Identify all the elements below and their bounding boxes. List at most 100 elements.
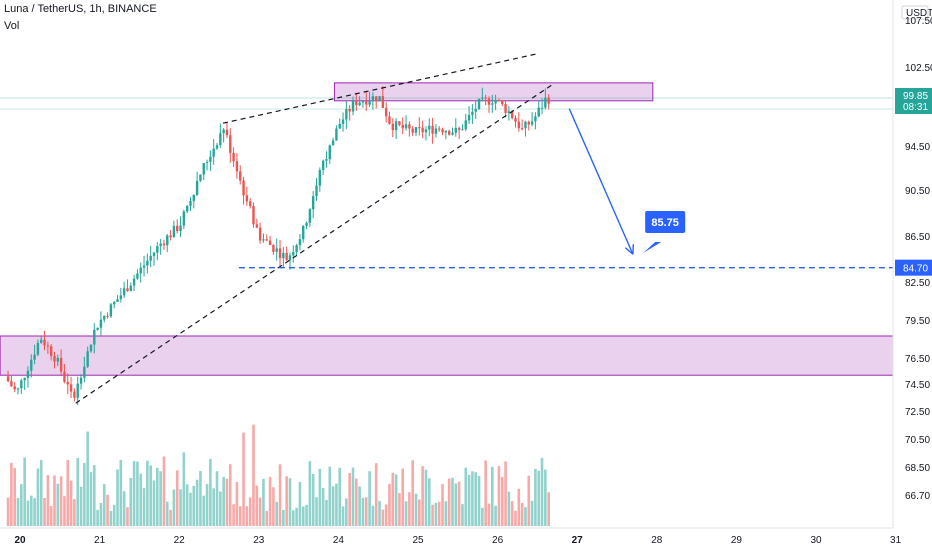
volume-bar [122, 491, 126, 526]
candle-body [129, 285, 132, 291]
candle-body [33, 354, 36, 360]
candle-body [149, 255, 152, 261]
volume-bar [189, 492, 192, 526]
volume-bar [374, 463, 378, 526]
volume-bar [457, 481, 461, 526]
volume-bar [202, 495, 206, 526]
candle-body [20, 380, 23, 389]
volume-bar [109, 510, 113, 526]
currency-box [901, 5, 929, 20]
candle-body [73, 391, 76, 398]
candle-body [156, 246, 159, 253]
candle-body [474, 109, 477, 112]
volume-bar [507, 491, 511, 526]
volume-bar [401, 468, 405, 526]
candle-body [59, 357, 63, 372]
volume-bar [56, 483, 60, 526]
volume-bar [83, 463, 86, 526]
candle-body [447, 131, 451, 135]
volume-bar [262, 478, 265, 526]
volume-bar [474, 472, 478, 526]
candle-body [341, 119, 345, 124]
volume-bar [106, 494, 109, 526]
volume-bar [182, 452, 186, 526]
volume-bar [345, 498, 348, 526]
candle-body [30, 359, 33, 371]
volume-bar [89, 472, 93, 526]
candle-body [331, 140, 335, 146]
volume-bar [394, 474, 398, 526]
volume-bar [494, 505, 497, 526]
volume-bar [315, 497, 318, 526]
candle-body [258, 227, 262, 241]
price-tick: 76.50 [905, 354, 930, 365]
candle-body [494, 100, 497, 104]
candle-body [23, 377, 26, 381]
volume-bar [311, 474, 315, 526]
volume-bar [212, 488, 215, 526]
candle-body [49, 346, 53, 356]
volume-bar [232, 504, 235, 526]
candle-body [338, 123, 341, 129]
candle-body [93, 329, 96, 345]
candle-body [401, 124, 404, 129]
volume-bar [116, 469, 119, 526]
volume-bar [331, 486, 335, 526]
time-tick: 31 [890, 535, 902, 546]
countdown-text: 08:31 [903, 102, 928, 113]
volume-bar [497, 466, 501, 526]
volume-bar [23, 457, 26, 526]
volume-bar [441, 484, 444, 526]
candle-body [292, 252, 295, 256]
candle-body [361, 101, 365, 103]
time-tick: 28 [651, 535, 663, 546]
candle-body [235, 161, 239, 172]
candle-body [507, 111, 511, 113]
candle-body [119, 295, 123, 300]
candle-body [520, 128, 524, 130]
time-axis-background [0, 528, 932, 550]
volume-bar [53, 475, 56, 526]
candle-body [491, 103, 494, 105]
current-price-badge [895, 88, 932, 114]
candle-body [53, 355, 56, 362]
candle-body [311, 196, 315, 210]
candle-body [122, 288, 126, 296]
volume-bar [185, 484, 189, 526]
candle-body [225, 129, 229, 136]
candle-body [182, 211, 186, 226]
volume-bar [26, 500, 30, 526]
candle-body [444, 131, 448, 133]
candle-body [189, 200, 192, 206]
candle-body [441, 129, 444, 133]
candle-body [66, 381, 69, 385]
candle-body [537, 107, 540, 117]
volume-bar [418, 499, 421, 526]
candle-body [219, 133, 222, 146]
candle-body [418, 127, 421, 129]
candle-body [384, 107, 388, 117]
candle-body [524, 121, 527, 129]
candle-body [192, 194, 195, 201]
volume-bar [517, 488, 521, 526]
volume-bar [471, 471, 474, 526]
candle-body [229, 135, 232, 153]
price-tick: 74.50 [905, 380, 930, 391]
candle-body [481, 97, 484, 99]
volume-bar [199, 470, 202, 526]
volume-bars [6, 424, 550, 526]
plot-area: 85.75 [0, 53, 905, 526]
volume-bar [544, 469, 547, 526]
volume-bar [484, 460, 487, 526]
volume-bar [99, 502, 103, 526]
volume-bar [295, 507, 298, 526]
candle-body [215, 145, 219, 149]
candle-body [46, 345, 50, 347]
candle-body [79, 377, 83, 384]
arrow-head-left [624, 247, 634, 255]
volume-bar [119, 459, 123, 526]
volume-bar [46, 475, 50, 526]
candle-body [527, 121, 530, 125]
target-level-badge [895, 259, 932, 276]
